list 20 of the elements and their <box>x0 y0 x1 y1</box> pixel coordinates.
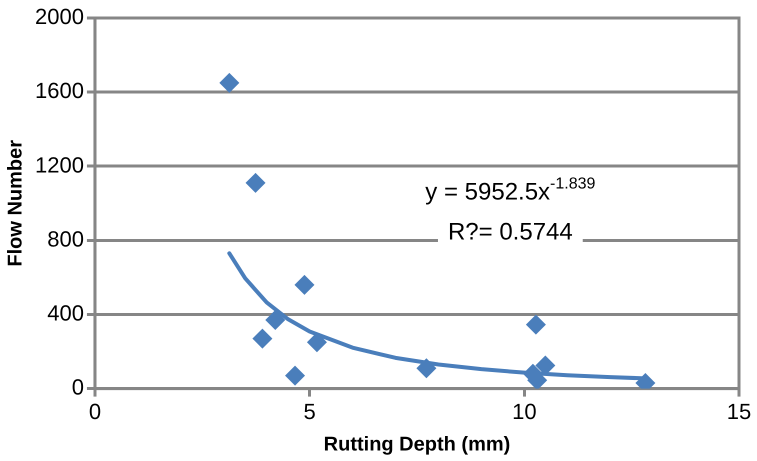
x-tick-label: 0 <box>88 398 102 424</box>
point <box>526 314 546 335</box>
y-tick-label: 1600 <box>34 78 84 104</box>
x-tick-label: 5 <box>304 398 316 424</box>
y-tick-label: 0 <box>72 374 84 400</box>
point <box>246 172 266 193</box>
x-tick-label: 15 <box>726 398 752 424</box>
point <box>252 328 272 349</box>
point <box>219 72 240 93</box>
x-tick-label: 10 <box>512 398 537 424</box>
y-axis-title: Flow Number <box>4 140 27 267</box>
x-axis-title: Rutting Depth (mm) <box>324 434 510 456</box>
point <box>265 310 286 330</box>
point <box>294 274 314 295</box>
y-tick-label: 400 <box>47 300 84 326</box>
point <box>285 366 306 386</box>
annotation: R?= 0.5744 <box>448 218 573 246</box>
y-tick-label: 800 <box>47 226 84 252</box>
y-tick-label: 1200 <box>34 152 84 178</box>
y-tick-label: 2000 <box>34 4 84 30</box>
